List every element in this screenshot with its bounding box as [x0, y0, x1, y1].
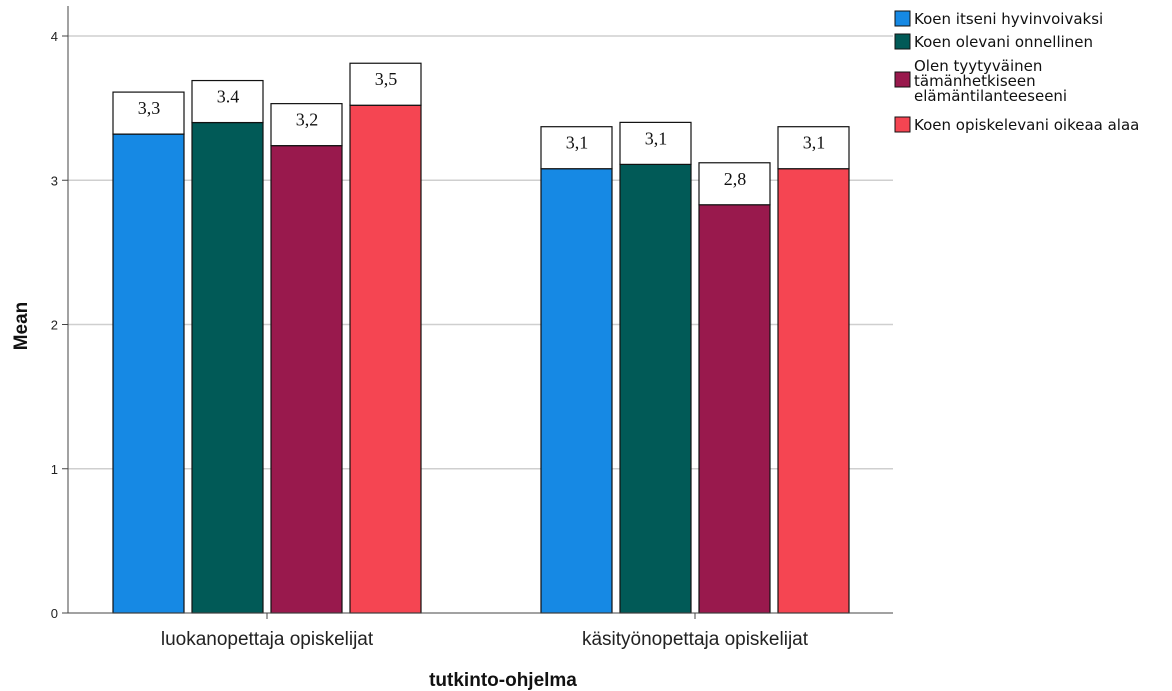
legend-label: Koen opiskelevani oikeaa alaa [914, 116, 1139, 134]
bar [270, 145, 343, 614]
x-tick-label: luokanopettaja opiskelijat [161, 629, 374, 650]
y-axis: 0 1 2 3 4 [51, 6, 69, 621]
data-label: 3,2 [296, 110, 319, 130]
bar [698, 204, 771, 614]
bar [349, 104, 422, 614]
data-label-box [349, 62, 422, 106]
legend-swatch [894, 33, 911, 50]
bars: 3,3 3.4 3,2 3,5 3,1 3,1 2,8 3,1 [112, 62, 850, 614]
legend: Koen itseni hyvinvoivaksi Koen olevani on… [894, 10, 1139, 134]
legend-label: elämäntilanteeseeni [914, 87, 1067, 105]
data-label: 2,8 [724, 169, 747, 189]
data-label: 3.4 [217, 87, 240, 107]
bar [540, 168, 613, 614]
x-axis-title: tutkinto-ohjelma [429, 670, 577, 691]
data-label-box [777, 126, 850, 170]
legend-swatch [894, 116, 911, 133]
y-tick-label: 2 [51, 318, 58, 333]
bar [191, 121, 264, 614]
data-label-box [191, 79, 264, 124]
y-tick-label: 3 [51, 173, 58, 188]
data-label-box [270, 103, 343, 147]
data-label: 3,1 [803, 133, 826, 153]
bar [112, 133, 185, 614]
data-label: 3,1 [566, 133, 589, 153]
data-label-box [540, 126, 613, 170]
data-label: 3,1 [645, 128, 668, 148]
legend-swatch [894, 71, 911, 88]
bar [619, 163, 692, 614]
x-axis: luokanopettaja opiskelijat käsityönopetta… [68, 612, 893, 650]
legend-label: tämänhetkiseen [914, 72, 1036, 90]
y-tick-label: 1 [51, 462, 58, 477]
data-label: 3,5 [375, 69, 398, 89]
bar [777, 168, 850, 614]
data-label-box [698, 162, 771, 206]
data-label: 3,3 [138, 98, 161, 118]
data-label-box [112, 91, 185, 135]
x-tick-label: käsityönopettaja opiskelijat [582, 629, 809, 650]
y-tick-label: 0 [51, 606, 58, 621]
legend-label: Koen olevani onnellinen [914, 33, 1093, 51]
legend-label: Olen tyytyväinen [914, 57, 1042, 75]
y-axis-title: Mean [11, 302, 32, 351]
y-tick-label: 4 [51, 29, 58, 44]
legend-label: Koen itseni hyvinvoivaksi [914, 10, 1103, 28]
data-label-box [619, 121, 692, 165]
legend-swatch [894, 10, 911, 27]
